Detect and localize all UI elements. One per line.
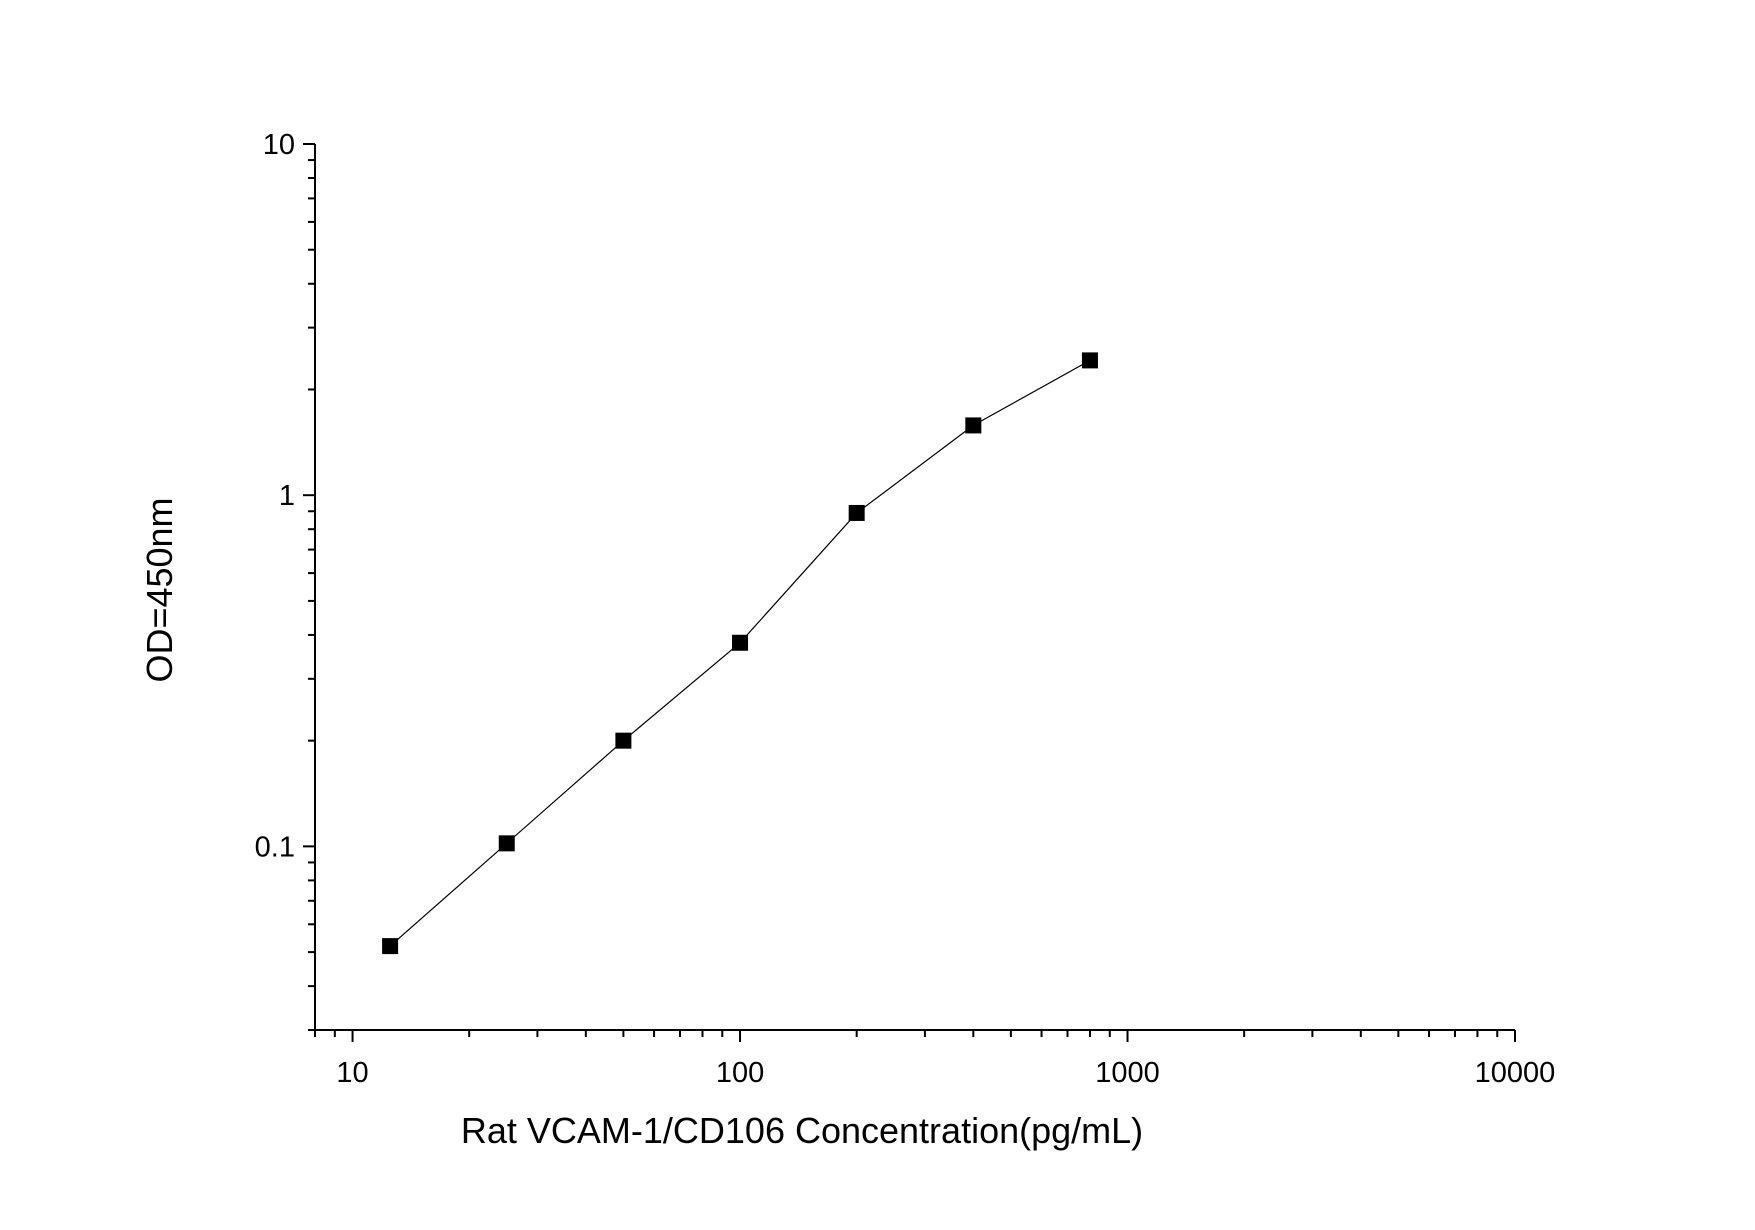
- data-point-marker: [615, 732, 632, 749]
- data-point-marker: [1081, 352, 1098, 369]
- data-point-marker: [732, 634, 749, 651]
- markers: [382, 352, 1098, 955]
- data-point-marker: [965, 417, 982, 434]
- series-line: [389, 359, 1091, 947]
- ticks: [303, 143, 1516, 1042]
- data-point-marker: [382, 938, 399, 955]
- x-tick-label: 1000: [1095, 1057, 1160, 1089]
- y-tick-label: 0.1: [255, 831, 295, 863]
- series-polyline: [389, 359, 1091, 947]
- tick-labels: 10 100 1000 10000 0.1 1 10: [255, 129, 1556, 1089]
- x-axis-title: Rat VCAM-1/CD106 Concentration(pg/mL): [461, 1110, 1143, 1151]
- data-point-marker: [848, 504, 865, 521]
- x-tick-label: 10: [336, 1057, 368, 1089]
- y-tick-label: 1: [279, 480, 295, 512]
- x-tick-label: 10000: [1475, 1057, 1556, 1089]
- x-tick-label: 100: [716, 1057, 764, 1089]
- data-point-marker: [498, 835, 515, 852]
- y-axis-title: OD=450nm: [139, 497, 180, 682]
- y-tick-label: 10: [263, 129, 295, 161]
- axes: [314, 144, 1515, 1031]
